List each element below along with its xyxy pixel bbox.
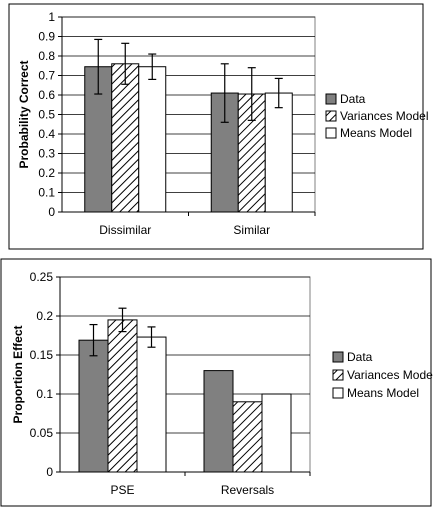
- y-tick-label: 0: [48, 205, 55, 219]
- x-category-label: PSE: [110, 483, 134, 497]
- legend-label: Variances Model: [347, 368, 433, 382]
- y-tick-label: 0.15: [30, 348, 54, 362]
- y-tick-label: 0.05: [30, 426, 54, 440]
- legend-label: Data: [347, 350, 373, 364]
- legend-swatch: [325, 93, 337, 105]
- y-tick-label: 0: [46, 465, 53, 479]
- bar-variances-model: [107, 319, 138, 473]
- bar-means-model: [136, 336, 167, 473]
- bar-variances-model: [232, 401, 263, 473]
- x-category-label: Reversals: [221, 483, 274, 497]
- bar-means-model: [261, 393, 292, 473]
- chart-frame: [0, 258, 432, 507]
- legend-swatch: [332, 387, 344, 399]
- bottom-chart-panel: 0 0.05 0.1 0.15 0.2 0.25 Proportion Effect PSE R…: [0, 257, 433, 508]
- legend-swatch: [332, 369, 344, 381]
- bar-variances-model: [111, 63, 140, 213]
- bar-data: [203, 370, 234, 473]
- bar-means-model: [264, 92, 293, 213]
- legend-swatch: [325, 127, 337, 139]
- y-tick-label: 0.1: [36, 387, 53, 401]
- bottom-chart-svg: 0 0.05 0.1 0.15 0.2 0.25 Proportion Effect PSE R…: [0, 258, 433, 507]
- top-chart-svg: 0 0.1 0.2 0.3 0.4 0.5 0.6 0.7 0.8 0.9 1 Probability…: [8, 3, 429, 250]
- y-tick-label: 0.2: [38, 166, 55, 180]
- y-tick-label: 0.8: [38, 49, 55, 63]
- x-category-label: Similar: [233, 223, 270, 237]
- bar-data: [78, 339, 109, 473]
- bar-means-model: [138, 66, 167, 213]
- legend-label: Means Model: [340, 126, 412, 140]
- chart-frame: [8, 3, 424, 250]
- top-chart-panel: 0 0.1 0.2 0.3 0.4 0.5 0.6 0.7 0.8 0.9 1 Probability…: [0, 0, 433, 253]
- y-tick-label: 0.2: [36, 309, 53, 323]
- legend-label: Means Model: [347, 386, 419, 400]
- y-tick-label: 0.4: [38, 127, 55, 141]
- y-tick-label: 0.9: [38, 30, 55, 44]
- legend-label: Variances Model: [340, 109, 429, 123]
- y-tick-label: 0.5: [38, 108, 55, 122]
- y-tick-label: 0.6: [38, 88, 55, 102]
- legend-swatch: [325, 110, 337, 122]
- y-axis-label: Proportion Effect: [11, 325, 25, 423]
- y-tick-label: 0.1: [38, 186, 55, 200]
- y-tick-label: 1: [48, 10, 55, 24]
- y-tick-label: 0.3: [38, 147, 55, 161]
- y-tick-label: 0.25: [30, 270, 54, 284]
- y-axis-label: Probability Correct: [17, 60, 31, 168]
- legend-label: Data: [340, 92, 366, 106]
- x-category-label: Dissimilar: [99, 223, 151, 237]
- legend-swatch: [332, 351, 344, 363]
- y-tick-label: 0.7: [38, 69, 55, 83]
